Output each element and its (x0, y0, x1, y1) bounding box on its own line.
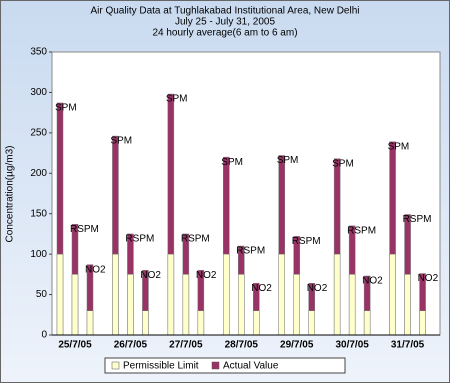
y-axis-label: Concentration(µg/m3) (5, 146, 16, 243)
bar (127, 274, 134, 336)
bar (419, 310, 426, 336)
x-tick-label: 28/7/05 (225, 340, 259, 351)
bar-label: NO2 (251, 283, 272, 294)
x-tick-label: 27/7/05 (169, 340, 203, 351)
legend-swatch (111, 361, 120, 370)
bar (167, 253, 175, 336)
bar (86, 310, 94, 336)
x-tick-label: 25/7/05 (58, 340, 92, 351)
bar (389, 253, 396, 336)
bar (223, 253, 230, 336)
bar-label: RSPM (347, 225, 376, 236)
bar-label: SPM (332, 158, 354, 169)
legend-label: Permissible Limit (123, 361, 199, 372)
bar-label: NO2 (140, 270, 161, 281)
bar-label: RSPM (403, 214, 432, 225)
bar-label: SPM (277, 155, 299, 166)
x-tick-label: 29/7/05 (280, 340, 314, 351)
x-tick-label: 26/7/05 (114, 340, 148, 351)
bar (142, 310, 149, 336)
bar-label: NO2 (307, 283, 328, 294)
bar (197, 310, 205, 336)
x-tick-label: 30/7/05 (335, 340, 369, 351)
chart-title: Air Quality Data at Tughlakabad Institut… (90, 6, 359, 17)
bar-label: SPM (110, 136, 132, 147)
y-tick-label: 0 (41, 330, 47, 341)
y-tick-label: 50 (36, 289, 48, 300)
bar-label: RSPM (292, 236, 321, 247)
bar-label: RSPM (70, 224, 99, 235)
y-tick-label: 200 (30, 168, 47, 179)
bar (278, 253, 285, 336)
bar-label: SPM (166, 94, 188, 105)
bar-label: RSPM (236, 246, 265, 257)
chart-subtitle: July 25 - July 31, 2005 (175, 17, 275, 28)
y-tick-label: 250 (30, 127, 47, 138)
bar-label: NO2 (362, 276, 383, 287)
bar (363, 310, 371, 336)
x-tick-label: 31/7/05 (391, 340, 425, 351)
plot-area (51, 51, 441, 336)
bar (238, 274, 245, 336)
legend-label: Actual Value (223, 361, 279, 372)
legend (104, 357, 346, 374)
bar (348, 274, 356, 336)
bar (182, 274, 190, 336)
bar-label: RSPM (181, 234, 210, 245)
bar (308, 310, 315, 336)
bar-label: NO2 (196, 270, 217, 281)
bar (71, 274, 79, 336)
y-tick-label: 100 (30, 249, 47, 260)
bar-label: SPM (55, 103, 77, 114)
chart-note: 24 hourly average(6 am to 6 am) (152, 28, 297, 39)
bar-label: SPM (388, 141, 410, 152)
bar (333, 253, 341, 336)
bar-label: NO2 (85, 264, 106, 275)
y-tick-label: 350 (30, 47, 47, 58)
y-tick-label: 150 (30, 208, 47, 219)
legend-swatch (211, 361, 220, 370)
bar (56, 253, 64, 336)
bar (293, 274, 300, 336)
y-tick-label: 300 (30, 87, 47, 98)
bar (404, 274, 411, 336)
bar-label: RSPM (125, 234, 154, 245)
bar (253, 310, 260, 336)
bar-label: NO2 (418, 273, 439, 284)
bar-label: SPM (221, 157, 243, 168)
bar (112, 253, 119, 336)
